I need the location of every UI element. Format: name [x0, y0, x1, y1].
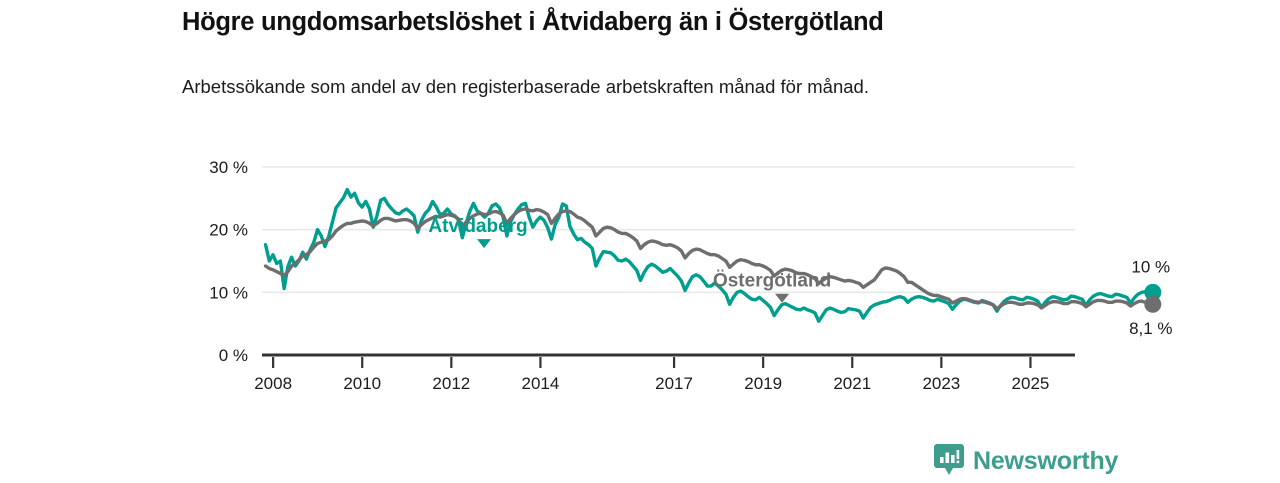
x-tick-label-2010: 2010 [343, 374, 381, 393]
end-value-label-östergötland: 8,1 % [1129, 319, 1172, 338]
y-axis-labels-group: 0 % 10 % 20 % 30 % [209, 158, 248, 365]
line-chart-svg: 0 % 10 % 20 % 30 % 10 % Åtvidaberg 8,1 % Öster… [209, 158, 1172, 393]
bar-chart-speech-bubble-icon [934, 444, 964, 478]
series-line-åtvidaberg [263, 187, 1155, 323]
series-line-östergötland [263, 207, 1155, 311]
x-axis-group: 2008 2010 2012 2014 2017 2019 2021 2023 2025 [254, 357, 1049, 393]
x-tick-label-2019: 2019 [744, 374, 782, 393]
newsworthy-logo[interactable]: Newsworthy [934, 444, 1118, 478]
y-tick-label-20: 20 % [209, 221, 248, 240]
page-title: Högre ungdomsarbetslöshet i Åtvidaberg ä… [182, 8, 884, 36]
y-tick-label-10: 10 % [209, 283, 248, 302]
endpoint-dot-åtvidaberg [1144, 283, 1162, 301]
series-label-östergötland: Östergötland [713, 271, 831, 292]
series-endpoint-dots-group [1144, 283, 1162, 313]
series-paths-group [263, 187, 1155, 323]
endpoint-dot-östergötland [1144, 295, 1162, 313]
x-tick-label-2012: 2012 [432, 374, 470, 393]
brand-name: Newsworthy [973, 446, 1119, 475]
chart-subtitle: Arbetssökande som andel av den registerb… [182, 76, 869, 97]
y-tick-label-0: 0 % [219, 346, 248, 365]
x-tick-label-2023: 2023 [922, 374, 960, 393]
gridlines-group [262, 166, 1075, 357]
x-tick-label-2017: 2017 [655, 374, 693, 393]
x-tick-label-2014: 2014 [522, 374, 560, 393]
x-tick-label-2025: 2025 [1012, 374, 1050, 393]
series-pointer-åtvidaberg [477, 239, 492, 249]
series-label-åtvidaberg: Åtvidaberg [428, 216, 527, 237]
y-tick-label-30: 30 % [209, 158, 248, 177]
end-value-label-åtvidaberg: 10 % [1131, 257, 1170, 276]
x-tick-label-2021: 2021 [833, 374, 871, 393]
series-annotations-group: 10 % Åtvidaberg 8,1 % Östergötland [428, 216, 1172, 338]
series-pointer-östergötland [775, 293, 790, 303]
x-tick-label-2008: 2008 [254, 374, 292, 393]
